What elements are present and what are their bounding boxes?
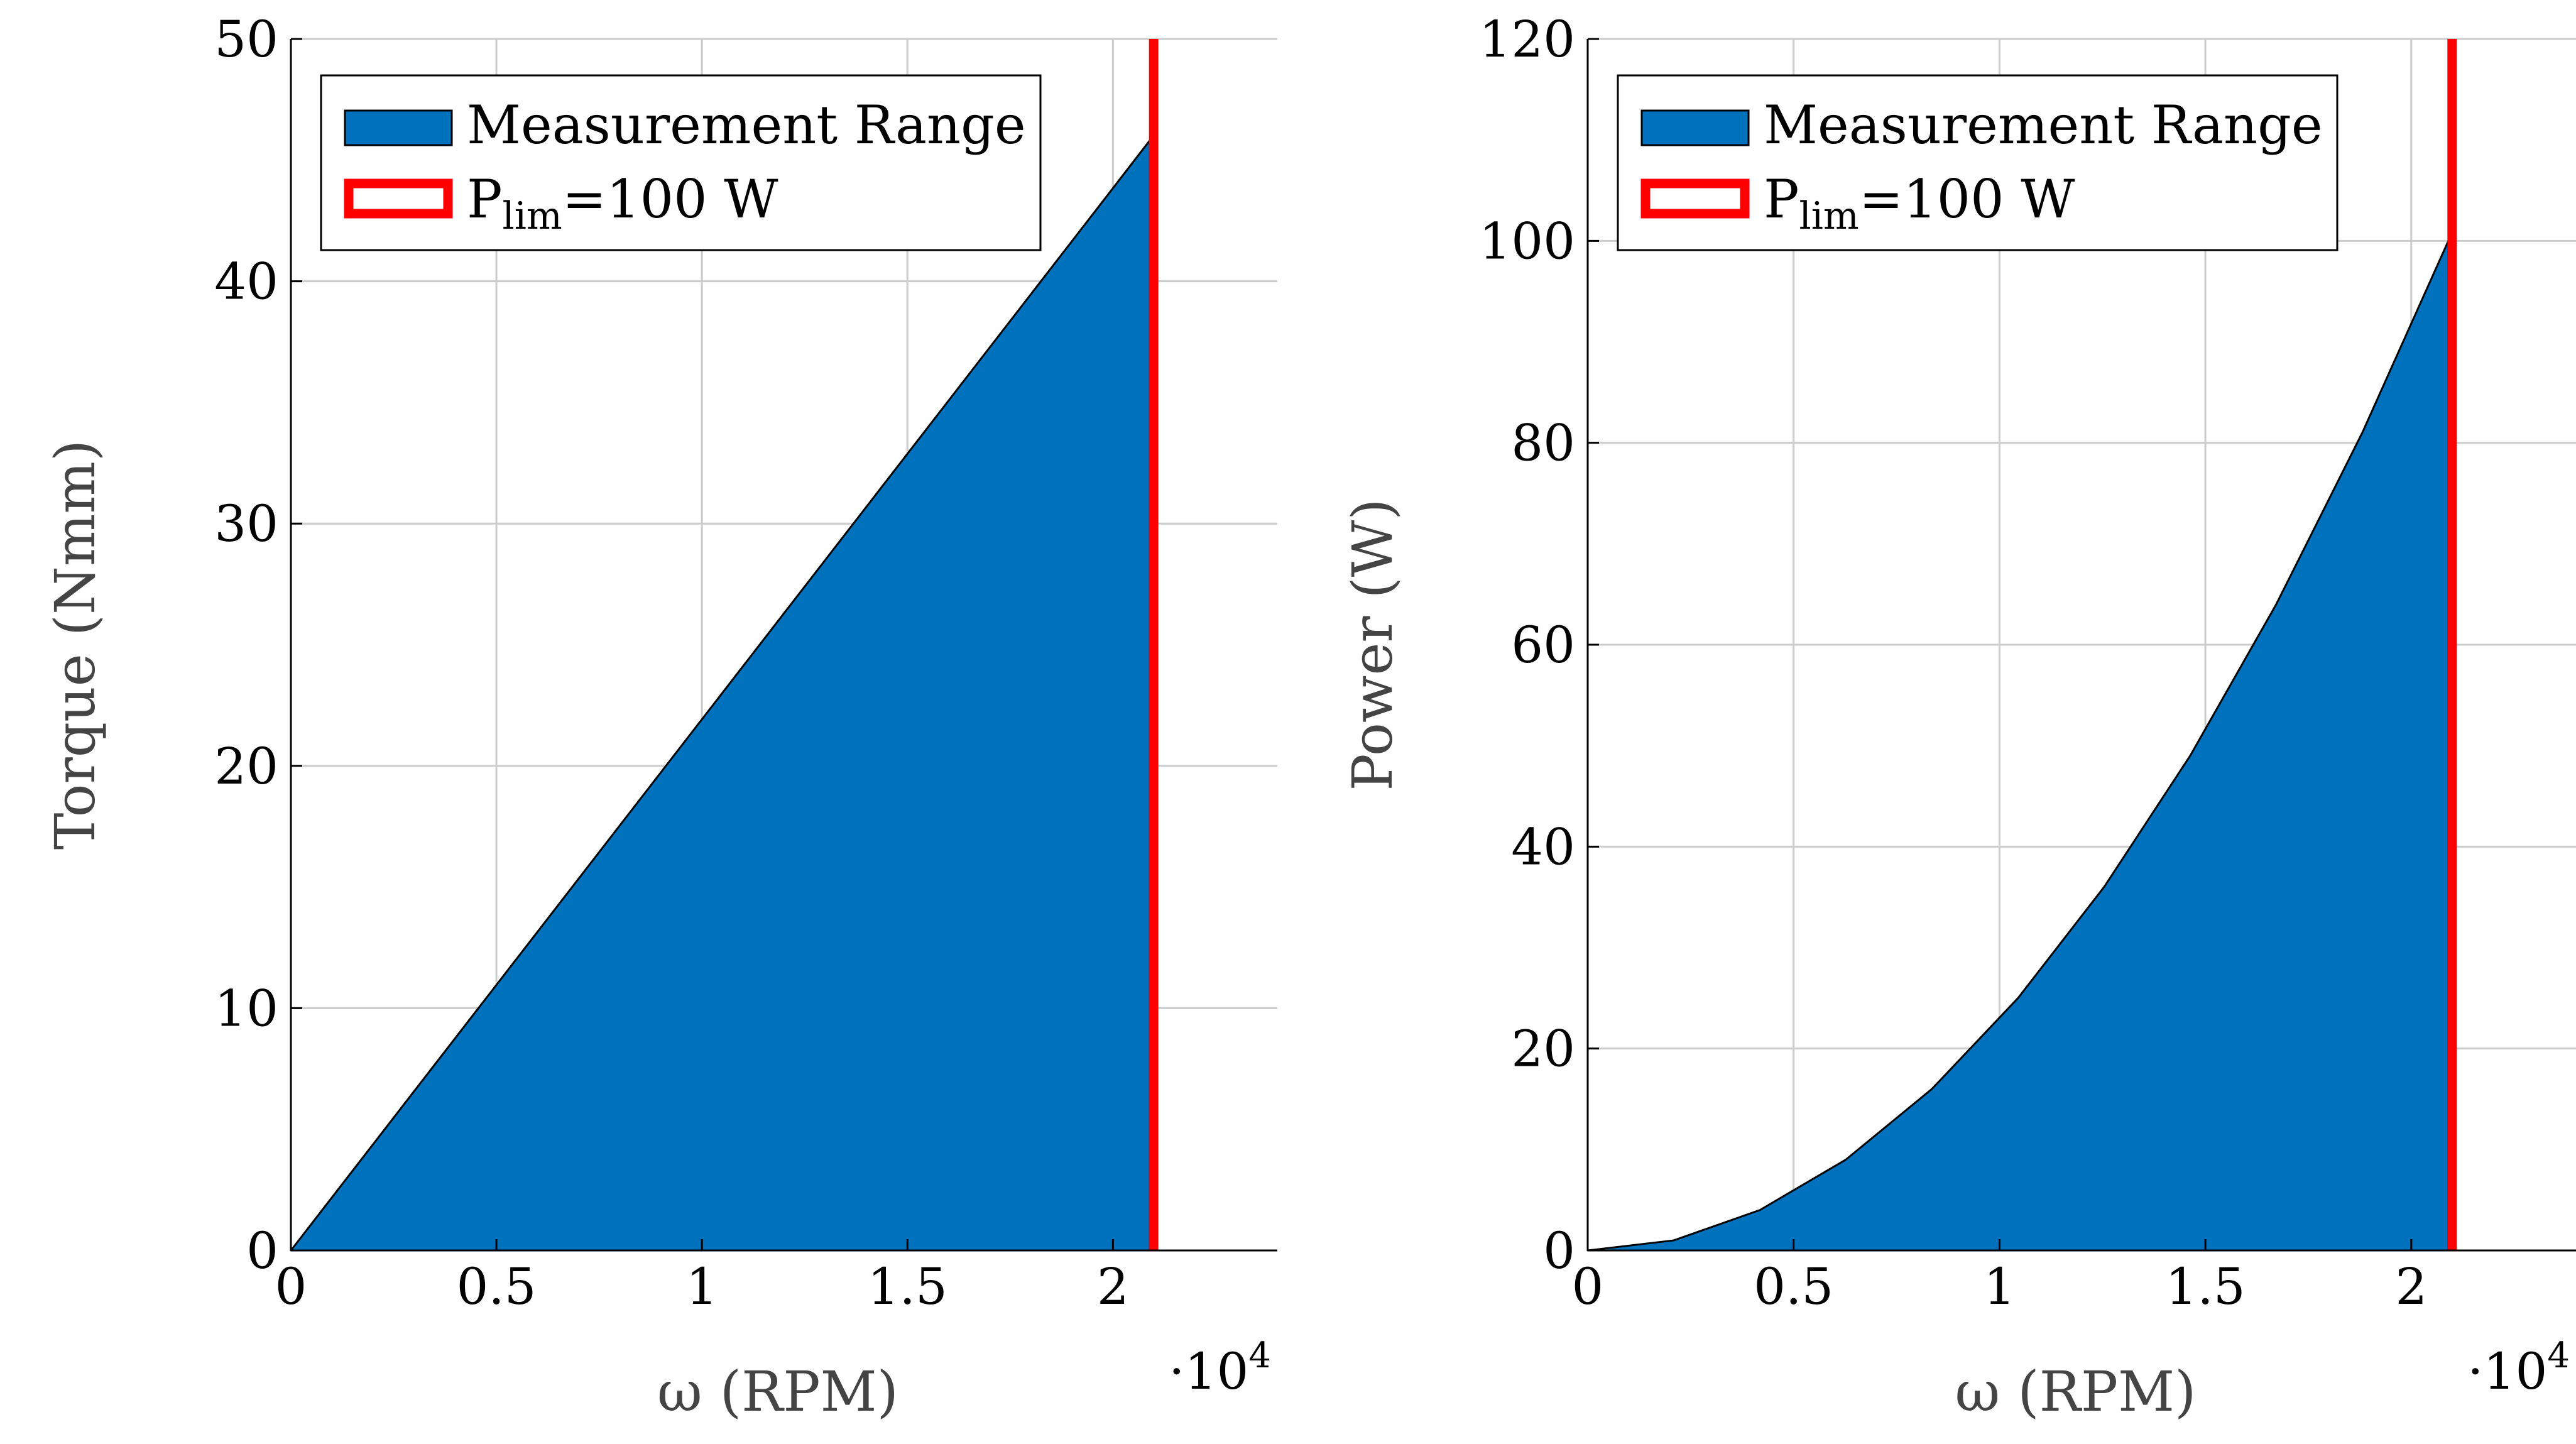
- x-tick-label: 0.5: [1754, 1257, 1833, 1316]
- x-multiplier-label: ·104: [2467, 1335, 2570, 1401]
- y-tick-label: 60: [1511, 616, 1575, 674]
- y-tick-label: 20: [214, 737, 278, 796]
- legend-label-measurement: Measurement Range: [1764, 94, 2323, 156]
- measurement-range-area: [290, 139, 1151, 1252]
- legend-box: [320, 74, 1042, 251]
- y-tick-label: 40: [1511, 818, 1575, 876]
- x-tick-label: 1: [686, 1257, 718, 1316]
- y-tick-label: 50: [214, 10, 278, 68]
- y-tick-label: 120: [1479, 10, 1575, 68]
- legend-label-measurement: Measurement Range: [467, 94, 1026, 156]
- x-tick-label: 0: [275, 1257, 307, 1316]
- x-axis-label: ω (RPM): [657, 1359, 898, 1424]
- legend-swatch-limit: [1640, 178, 1750, 219]
- y-tick-label: 30: [214, 495, 278, 553]
- legend-label-limit: Plim=100 W: [1764, 168, 2075, 238]
- y-tick-label: 80: [1511, 414, 1575, 473]
- x-tick-label: 0.5: [456, 1257, 536, 1316]
- x-tick-label: 1.5: [2166, 1257, 2246, 1316]
- legend: Measurement Range Plim=100 W: [320, 74, 1042, 251]
- y-tick-label: 10: [214, 979, 278, 1037]
- legend-label-limit: Plim=100 W: [467, 168, 778, 238]
- y-axis-label: Torque (Nmm): [43, 440, 107, 850]
- legend-box: [1617, 74, 2339, 251]
- measurement-range-area: [1586, 239, 2450, 1252]
- y-tick-label: 0: [246, 1222, 278, 1280]
- legend-swatch-area: [344, 109, 453, 146]
- x-tick-label: 2: [1097, 1257, 1129, 1316]
- x-tick-label: 1: [1984, 1257, 2016, 1316]
- legend: Measurement Range Plim=100 W: [1617, 74, 2339, 251]
- x-tick-label: 2: [2395, 1257, 2427, 1316]
- y-tick-label: 20: [1511, 1020, 1575, 1078]
- y-tick-label: 40: [214, 253, 278, 311]
- x-tick-label: 0: [1572, 1257, 1604, 1316]
- legend-swatch-limit: [344, 178, 453, 219]
- x-axis-label: ω (RPM): [1955, 1359, 2197, 1424]
- y-axis-label: Power (W): [1340, 498, 1405, 790]
- x-multiplier-label: ·104: [1169, 1335, 1271, 1401]
- y-tick-label: 0: [1543, 1222, 1575, 1280]
- y-tick-label: 100: [1479, 212, 1575, 270]
- x-tick-label: 1.5: [868, 1257, 947, 1316]
- legend-swatch-area: [1640, 109, 1750, 146]
